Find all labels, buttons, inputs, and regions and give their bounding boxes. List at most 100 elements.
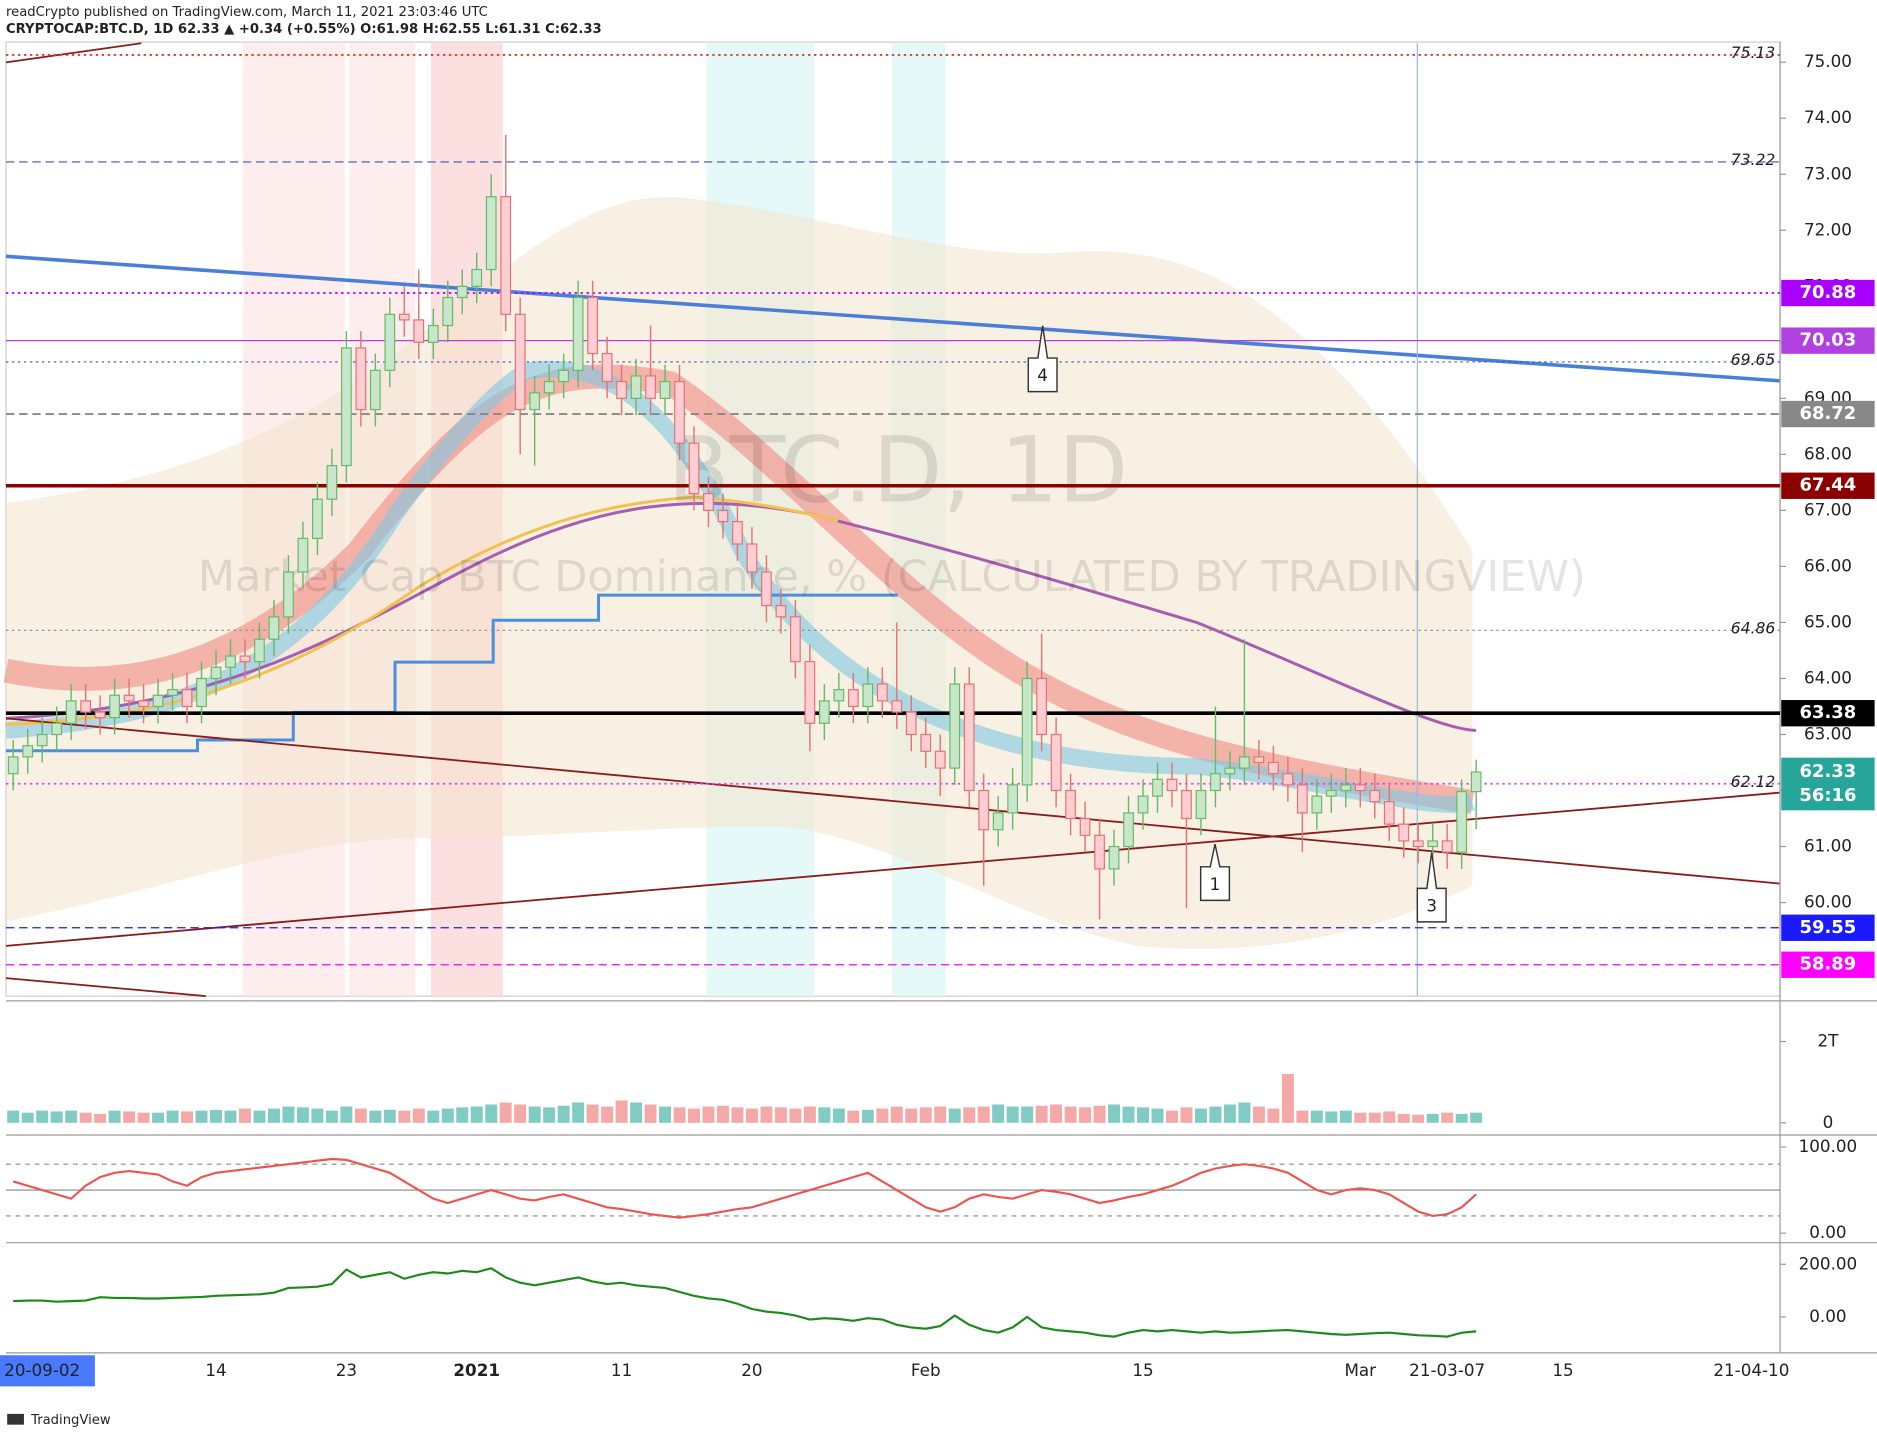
- volume-bar: [803, 1106, 816, 1123]
- candle-body: [1267, 761, 1279, 775]
- y-tick-label: 0.00: [1809, 1222, 1846, 1242]
- volume-bar: [514, 1104, 527, 1123]
- candle-body: [891, 700, 903, 713]
- volume-bar: [1122, 1106, 1135, 1123]
- volume-bar: [1397, 1113, 1410, 1123]
- volume-bar: [1455, 1113, 1468, 1123]
- countdown: 56:16: [1799, 785, 1856, 806]
- y-tick-label: 0.00: [1809, 1306, 1846, 1326]
- y-tick-label: 63.00: [1804, 723, 1852, 743]
- candle-body: [1224, 767, 1236, 775]
- candle-body: [1181, 789, 1192, 820]
- volume-bar: [224, 1110, 237, 1123]
- volume-bar: [340, 1106, 353, 1123]
- volume-bar: [325, 1110, 338, 1123]
- candle-body: [442, 296, 454, 327]
- x-tick-label: 15: [1132, 1360, 1153, 1380]
- volume-bar: [195, 1110, 208, 1123]
- x-tick-label: 14: [205, 1360, 226, 1380]
- volume-bar: [1252, 1106, 1265, 1123]
- volume-bar: [123, 1111, 136, 1123]
- y-tick-label: 100.00: [1799, 1136, 1858, 1156]
- candle-body: [1108, 845, 1120, 870]
- volume-bar: [137, 1112, 150, 1123]
- candle-body: [456, 285, 468, 299]
- candle-body: [992, 812, 1004, 831]
- volume-bar: [1079, 1107, 1092, 1123]
- candle-body: [1311, 795, 1323, 814]
- volume-bar: [238, 1108, 251, 1123]
- price-tag: [1781, 700, 1875, 727]
- candle-body: [1412, 840, 1424, 848]
- candle-body: [312, 498, 323, 540]
- volume-bar: [21, 1112, 34, 1123]
- candle-body: [616, 380, 627, 399]
- candle-body: [326, 464, 338, 500]
- candle-body: [51, 722, 63, 736]
- volume-bar: [210, 1109, 222, 1123]
- volume-bar: [615, 1100, 628, 1123]
- candle-body: [1050, 733, 1062, 792]
- volume-bar: [1035, 1105, 1048, 1123]
- volume-bar: [586, 1104, 599, 1123]
- candle-body: [254, 638, 265, 663]
- candle-body: [1036, 677, 1048, 736]
- level-label: 64.86: [1731, 620, 1776, 638]
- candle-body: [1007, 784, 1019, 814]
- volume-bar: [861, 1109, 874, 1123]
- x-tick-label: Feb: [911, 1360, 941, 1380]
- candle-body: [934, 750, 946, 769]
- candle-body: [398, 313, 410, 321]
- volume-bar: [1064, 1106, 1077, 1123]
- volume-bar: [528, 1106, 541, 1123]
- volume-bar: [1180, 1107, 1193, 1123]
- volume-bar: [1267, 1108, 1280, 1123]
- volume-bar: [572, 1102, 585, 1123]
- volume-bar: [557, 1105, 570, 1123]
- candle-body: [500, 196, 512, 315]
- volume-bar: [36, 1110, 49, 1123]
- y-tick-label: 200.00: [1799, 1253, 1858, 1273]
- y-tick-label: 64.00: [1804, 667, 1852, 687]
- volume-bar: [745, 1108, 758, 1123]
- volume-bar: [1281, 1074, 1294, 1123]
- candle-body: [543, 380, 555, 394]
- volume-bar: [1238, 1102, 1251, 1123]
- price-tag-label: 70.88: [1800, 282, 1857, 303]
- volume-bar: [543, 1107, 556, 1123]
- candle-body: [688, 442, 700, 495]
- x-tick-label: 21-03-07: [1409, 1360, 1485, 1380]
- candle-body: [1152, 778, 1163, 797]
- candle-body: [109, 694, 121, 719]
- volume-bar: [1021, 1106, 1034, 1123]
- candle-body: [239, 655, 251, 663]
- volume-bar: [1441, 1112, 1454, 1123]
- candle-body: [196, 677, 207, 708]
- candle-body: [833, 689, 845, 702]
- candle-body: [818, 700, 830, 724]
- candle-body: [514, 313, 526, 411]
- candle-body: [1065, 789, 1076, 820]
- candle-body: [659, 380, 671, 399]
- candle-body: [1383, 801, 1395, 825]
- logo-icon: [7, 1413, 24, 1425]
- volume-bar: [630, 1102, 643, 1123]
- volume-bar: [499, 1102, 512, 1123]
- candle-body: [847, 689, 859, 708]
- x-tick-label: Mar: [1344, 1360, 1376, 1380]
- candle-body: [978, 789, 990, 831]
- time-tag: [0, 1355, 95, 1387]
- candle-body: [572, 296, 584, 371]
- volume-bar: [166, 1110, 179, 1123]
- y-tick-label: 65.00: [1804, 611, 1852, 631]
- candle-body: [963, 683, 975, 792]
- trend-line: [5, 254, 1781, 383]
- volume-bar: [659, 1106, 672, 1123]
- candle-body: [167, 689, 178, 696]
- volume-bar: [7, 1110, 20, 1123]
- candle-body: [717, 509, 729, 523]
- x-tick-label: 2021: [453, 1360, 500, 1380]
- candle-body: [94, 711, 106, 719]
- candle-body: [297, 537, 309, 573]
